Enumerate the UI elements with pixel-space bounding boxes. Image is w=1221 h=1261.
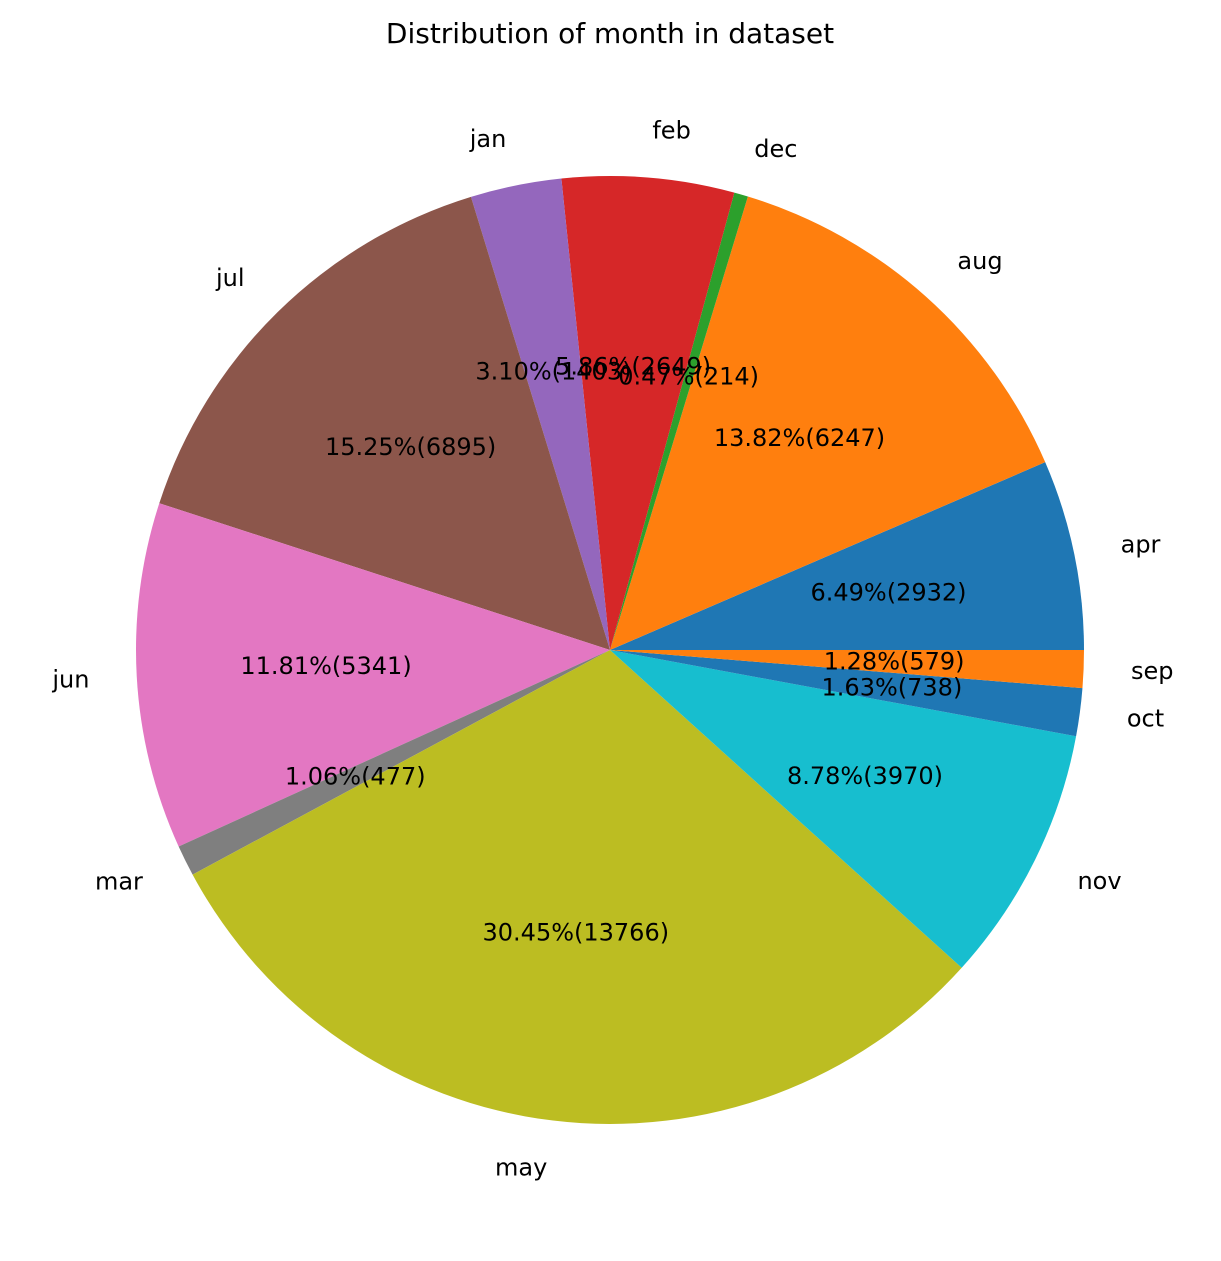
slice-pct-label-jan: 3.10%(1403): [475, 357, 631, 385]
pie-slice-jun: [136, 503, 610, 847]
slice-label-nov: nov: [1077, 867, 1121, 895]
slice-label-apr: apr: [1121, 531, 1161, 559]
slice-label-jul: jul: [215, 264, 245, 292]
slice-pct-label-jul: 15.25%(6895): [325, 433, 496, 461]
pie-slice-aug: [610, 196, 1046, 650]
slice-pct-label-aug: 13.82%(6247): [714, 424, 885, 452]
slice-label-feb: feb: [652, 116, 690, 144]
pie-slices: [136, 176, 1084, 1124]
slice-pct-label-nov: 8.78%(3970): [787, 762, 943, 790]
pie-slice-apr: [610, 462, 1084, 650]
pie-labels: apr 6.49%(2932) aug 13.82%(6247) dec 0.47%(21…: [51, 116, 1173, 1181]
pie-slice-mar: [178, 650, 610, 875]
slice-label-aug: aug: [957, 247, 1002, 275]
slice-label-jan: jan: [469, 125, 507, 153]
slice-label-dec: dec: [754, 135, 797, 163]
slice-pct-label-mar: 1.06%(477): [285, 762, 426, 790]
pie-slice-dec: [610, 192, 748, 650]
pie-slice-nov: [610, 650, 1077, 968]
pie-slice-jan: [470, 178, 610, 650]
pie-slice-sep: [610, 650, 1084, 689]
slice-pct-label-jun: 11.81%(5341): [240, 652, 411, 680]
slice-label-may: may: [495, 1154, 547, 1182]
slice-pct-label-may: 30.45%(13766): [483, 918, 670, 946]
pie-slice-jul: [159, 196, 610, 650]
pie-slice-feb: [561, 176, 735, 650]
slice-pct-label-feb: 5.86%(2649): [555, 353, 711, 381]
slice-pct-label-sep: 1.28%(579): [824, 647, 965, 675]
pie-slice-oct: [610, 650, 1083, 737]
slice-pct-label-oct: 1.63%(738): [822, 673, 963, 701]
slice-label-sep: sep: [1131, 657, 1174, 685]
chart-title: Distribution of month in dataset: [386, 17, 834, 50]
pie-slice-may: [192, 650, 962, 1124]
slice-pct-label-apr: 6.49%(2932): [810, 578, 966, 606]
slice-label-jun: jun: [51, 665, 89, 693]
slice-pct-label-dec: 0.47%(214): [618, 363, 759, 391]
slice-label-mar: mar: [95, 868, 143, 896]
slice-label-oct: oct: [1127, 704, 1164, 732]
